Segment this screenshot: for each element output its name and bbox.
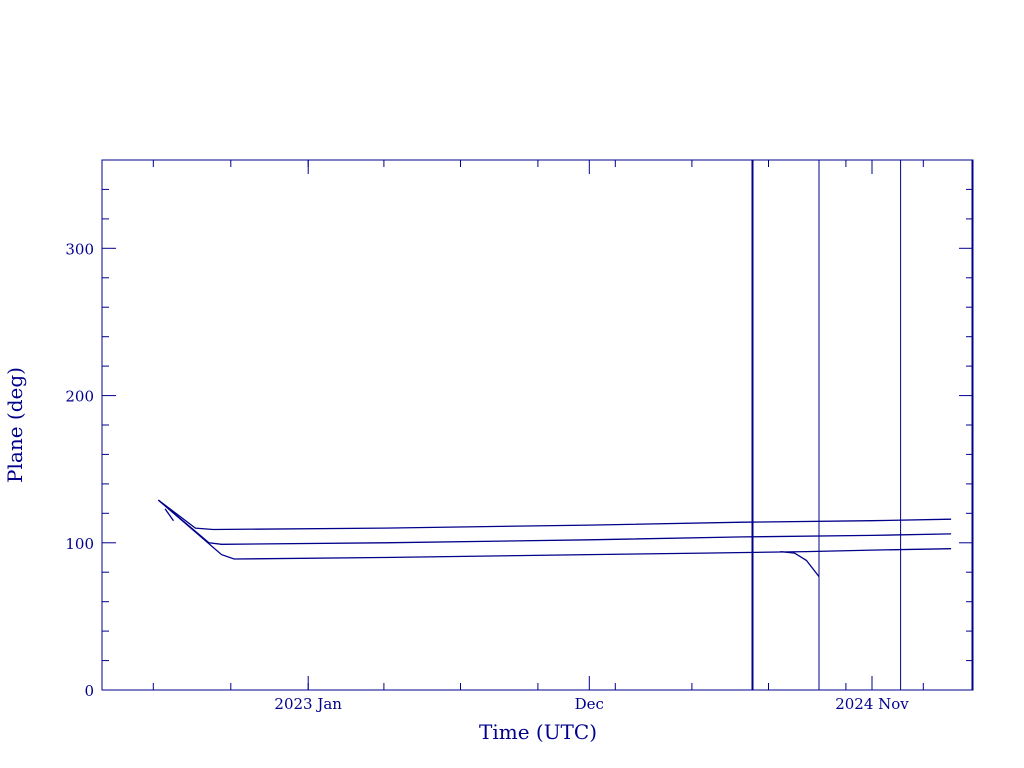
y-tick-label: 100 — [65, 535, 94, 553]
chart-marks — [157, 160, 973, 690]
x-tick-label: Dec — [575, 695, 604, 713]
axes: 0 100 200 300 2023 Jan Dec 2024 Nov — [65, 159, 973, 713]
x-tick-label: 2023 Jan — [274, 695, 342, 713]
x-tick-label: 2024 Nov — [835, 695, 909, 713]
y-axis-title: Plane (deg) — [3, 367, 27, 483]
series-line-3 — [780, 550, 820, 577]
series-line-1 — [157, 499, 952, 545]
series-line-4 — [164, 508, 175, 522]
y-tick-label: 0 — [84, 682, 94, 700]
plot-frame — [101, 159, 974, 691]
series-line-2 — [157, 499, 952, 560]
y-tick-label: 200 — [65, 388, 94, 406]
x-axis-title: Time (UTC) — [479, 720, 597, 744]
y-tick-label: 300 — [65, 240, 94, 258]
series-line-0 — [158, 499, 952, 531]
